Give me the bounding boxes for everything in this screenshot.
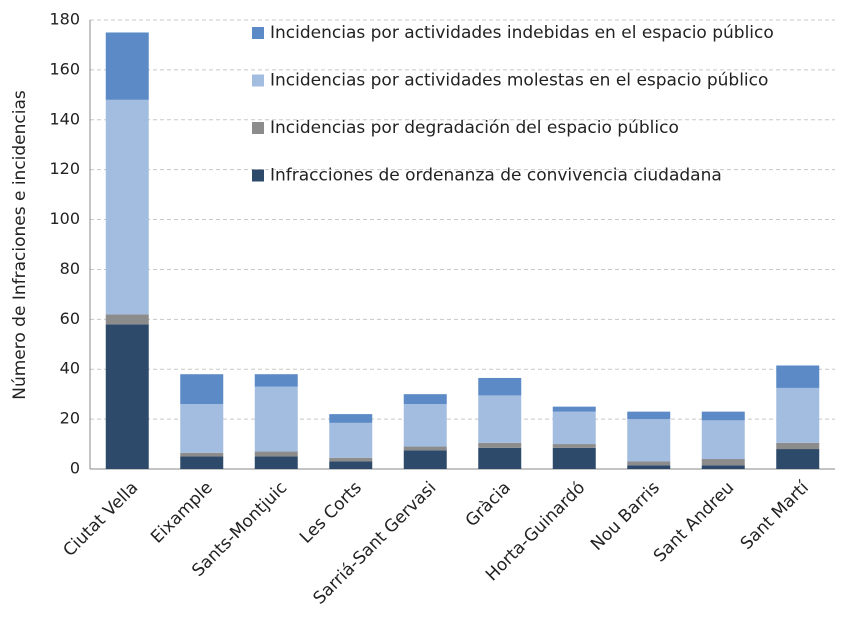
legend-swatch — [252, 169, 264, 182]
bar-segment — [776, 442, 820, 450]
bar-segment — [105, 99, 149, 315]
bar-segment — [180, 456, 224, 469]
y-tick-label: 140 — [49, 109, 80, 128]
bar-segment — [329, 461, 373, 469]
bar-segment — [627, 461, 671, 466]
bar-segment — [776, 449, 820, 469]
bar-segment — [478, 447, 522, 469]
y-tick-label: 180 — [49, 10, 80, 29]
y-tick-label: 40 — [60, 359, 80, 378]
y-tick-label: 100 — [49, 209, 80, 228]
bar-segment — [478, 377, 522, 396]
bar-segment — [105, 324, 149, 469]
legend-swatch — [252, 74, 264, 87]
bar-segment — [180, 452, 224, 457]
bar-segment — [627, 465, 671, 469]
legend-label: Incidencias por degradación del espacio … — [270, 118, 679, 138]
bar-segment — [329, 457, 373, 462]
bar-segment — [701, 420, 745, 460]
x-tick-label: Sarriá-Sant Gervasi — [310, 478, 441, 609]
bar-segment — [627, 419, 671, 462]
y-tick-label: 160 — [49, 59, 80, 78]
bar-segment — [329, 414, 373, 423]
bar-segment — [254, 386, 298, 452]
bar-segment — [403, 446, 447, 451]
bar-segment — [254, 451, 298, 457]
x-tick-label: Ciutat Vella — [59, 478, 142, 561]
bar-segment — [552, 444, 596, 448]
bar-segment — [180, 404, 224, 453]
x-tick-label: Sant Martí — [737, 477, 814, 554]
bar-segment — [254, 374, 298, 387]
bar-segment — [552, 447, 596, 469]
x-tick-label: Les Corts — [296, 478, 366, 548]
bar-segment — [180, 374, 224, 405]
y-tick-label: 0 — [70, 459, 80, 478]
bar-segment — [329, 422, 373, 458]
bar-segment — [403, 404, 447, 447]
y-tick-label: 120 — [49, 159, 80, 178]
bar-segment — [105, 314, 149, 325]
y-tick-label: 20 — [60, 409, 80, 428]
bar-segment — [403, 394, 447, 405]
legend-label: Infracciones de ordenanza de convivencia… — [270, 166, 722, 186]
y-axis-label: Número de Infraciones e incidencias — [10, 90, 30, 400]
bar-segment — [403, 450, 447, 469]
bar-segment — [552, 406, 596, 412]
bar-segment — [478, 442, 522, 448]
legend-swatch — [252, 122, 264, 134]
x-tick-label: Nou Barris — [587, 478, 664, 555]
legend-label: Incidencias por actividades molestas en … — [270, 71, 768, 91]
bar-segment — [254, 456, 298, 469]
bar-segment — [776, 387, 820, 443]
y-tick-label: 60 — [60, 309, 80, 328]
bar-segment — [701, 465, 745, 469]
bar-segment — [627, 411, 671, 420]
bar-segment — [701, 411, 745, 421]
legend-swatch — [252, 27, 264, 39]
x-tick-label: Eixample — [147, 478, 217, 548]
bar-segment — [776, 365, 820, 388]
bar-segment — [701, 459, 745, 466]
bar-segment — [552, 411, 596, 445]
bar-segment — [105, 32, 149, 100]
x-tick-label: Gràcia — [462, 478, 515, 531]
bar-segment — [478, 395, 522, 443]
x-tick-label: Sant Andreu — [650, 478, 738, 566]
legend-label: Incidencias por actividades indebidas en… — [270, 23, 774, 43]
y-tick-label: 80 — [60, 259, 80, 278]
